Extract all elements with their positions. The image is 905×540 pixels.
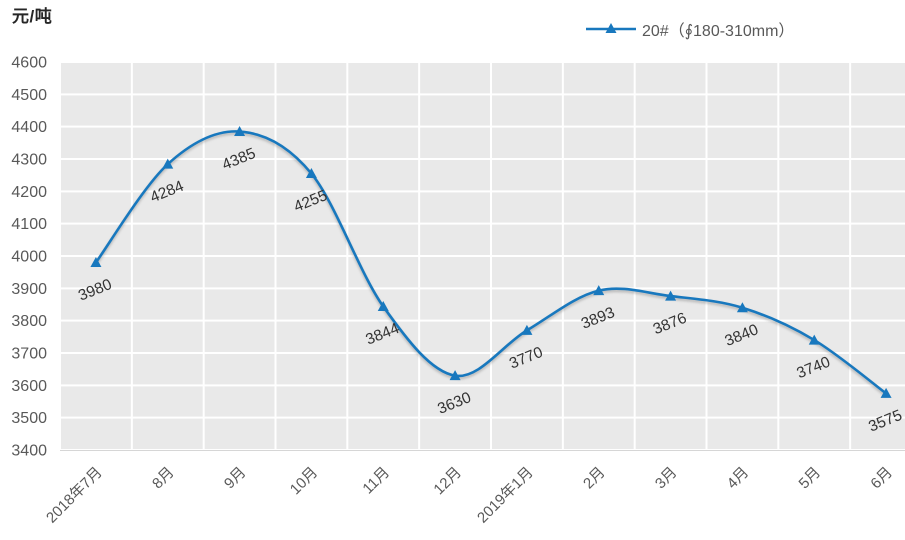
data-point-marker (593, 285, 605, 296)
y-axis-tick-label: 3400 (11, 443, 47, 460)
data-point-marker (234, 126, 246, 137)
legend-series-label: 20#（∮180-310mm） (642, 23, 795, 40)
x-axis-tick-label: 8月 (149, 464, 178, 493)
y-axis-tick-label: 3700 (11, 346, 47, 363)
data-point-marker (665, 290, 677, 301)
x-axis-tick-label: 2019年1月 (474, 464, 537, 527)
y-axis-tick-label: 4300 (11, 152, 47, 169)
data-point-marker (90, 256, 102, 267)
y-axis-tick-label: 4400 (11, 119, 47, 136)
data-point-marker (305, 168, 317, 179)
data-point-marker (377, 300, 389, 311)
data-point-marker (808, 334, 820, 345)
y-axis-tick-label: 3500 (11, 410, 47, 427)
y-axis-tick-label: 3900 (11, 281, 47, 298)
x-axis-tick-label: 9月 (221, 464, 250, 493)
y-axis-unit-title: 元/吨 (12, 7, 53, 26)
x-axis-tick-label: 2月 (580, 464, 609, 493)
legend-marker-icon (586, 23, 636, 33)
y-axis-tick-label: 3800 (11, 313, 47, 330)
x-axis-tick-label: 2018年7月 (43, 464, 106, 527)
y-axis-tick-label: 4600 (11, 55, 47, 72)
x-axis-tick-label: 6月 (867, 464, 896, 493)
data-point-marker (162, 158, 174, 169)
x-axis-tick-label: 5月 (796, 464, 825, 493)
x-axis-tick-label: 11月 (359, 464, 393, 498)
data-point-marker (521, 324, 533, 335)
legend: 20#（∮180-310mm） (586, 17, 794, 41)
x-axis-tick-label: 12月 (430, 464, 464, 498)
data-point-marker (449, 370, 461, 381)
data-point-marker (736, 302, 748, 313)
y-axis-tick-label: 4200 (11, 184, 47, 201)
y-axis-tick-label: 3600 (11, 378, 47, 395)
y-axis-tick-label: 4500 (11, 87, 47, 104)
y-axis-tick-label: 4000 (11, 249, 47, 266)
data-point-marker (880, 387, 892, 398)
y-axis-tick-label: 4100 (11, 216, 47, 233)
x-axis-tick-label: 10月 (287, 464, 321, 498)
x-axis-tick-label: 4月 (724, 464, 753, 493)
x-axis-tick-label: 3月 (652, 464, 681, 493)
